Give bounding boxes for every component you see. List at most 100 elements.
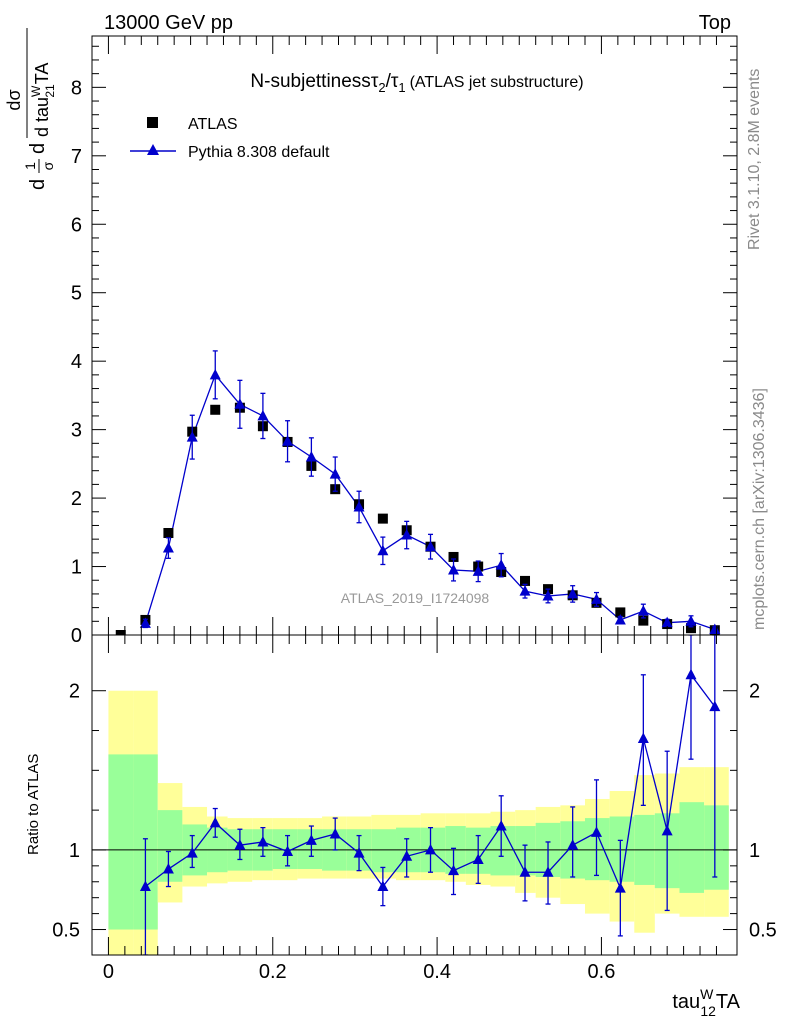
mc-point-22 (637, 605, 649, 616)
ratio-point-3 (186, 847, 198, 858)
mc-point-6 (257, 409, 269, 421)
legend: ATLAS Pythia 8.308 default (130, 116, 330, 161)
mc-point-14 (448, 563, 460, 575)
plot-title: N-subjettinessτ2/τ1 (ATLAS jet substructu… (250, 71, 583, 95)
title-sub2: 2 (378, 80, 385, 95)
data-point-24 (685, 623, 696, 634)
ratio-point-9 (329, 828, 341, 839)
ratio-point-16 (495, 820, 507, 831)
mc-point-20 (590, 593, 602, 604)
ratio-band-inner-8 (297, 829, 323, 870)
ratio-point-2 (162, 863, 174, 874)
main-y-axis-label: d 1 σ d dσ d tauW21TA (4, 28, 57, 190)
legend-data-marker (147, 117, 158, 128)
ratio-point-1 (139, 880, 151, 892)
ylabel-d-left: d (27, 179, 49, 190)
title-tau1: τ (391, 71, 399, 92)
ratio-point-24 (685, 668, 697, 680)
mc-point-7 (282, 435, 294, 446)
header-process: Top (699, 12, 731, 34)
ylabel-den-base: d tau (32, 97, 52, 137)
ylabel-numerator: dσ (4, 89, 24, 110)
mc-point-5 (234, 398, 246, 409)
mc-point-2 (162, 542, 174, 553)
rivet-version-label: Rivet 3.1.10, 2.8M events (746, 69, 763, 250)
ratio-band-inner-25 (704, 805, 729, 890)
main-ytick-label-1: 1 (71, 557, 82, 579)
ratio-band-inner-20 (584, 818, 610, 881)
mc-point-9 (329, 468, 341, 479)
ylabel-denominator: d tauW21TA (29, 63, 57, 137)
x-axis-label: tauW 12TA (672, 986, 740, 1019)
ratio-band-inner-11 (371, 829, 397, 873)
ratio-band-inner-0 (108, 754, 134, 930)
ylabel-den-sub: 21 (43, 84, 57, 98)
data-point-2 (163, 527, 174, 538)
ratio-ytick-label-right-0: 0.5 (749, 920, 777, 942)
ratio-ytick-label-left-0: 0.5 (52, 920, 80, 942)
main-ytick-label-7: 7 (71, 146, 82, 168)
ylabel-one: 1 (22, 162, 38, 170)
analysis-watermark: ATLAS_2019_I1724098 (341, 590, 490, 606)
xlabel-tail: TA (716, 991, 741, 1013)
main-ytick-label-0: 0 (71, 625, 82, 647)
title-paren: (ATLAS jet substructure) (410, 74, 584, 91)
ylabel-den-tail: TA (32, 63, 52, 85)
xlabel-base: tau (672, 991, 700, 1013)
ratio-panel-series (92, 635, 737, 955)
mcplots-label: mcplots.cern.ch [arXiv:1306.3436] (751, 388, 768, 630)
ratio-ytick-label-left-2: 2 (69, 681, 80, 703)
main-ytick-label-5: 5 (71, 283, 82, 305)
ratio-point-4 (209, 816, 221, 828)
mc-point-15 (472, 565, 484, 576)
main-ytick-label-4: 4 (71, 351, 82, 373)
ratio-ytick-label-left-1: 1 (69, 840, 80, 862)
ratio-band-inner-24 (679, 802, 705, 893)
data-point-17 (520, 575, 531, 586)
mc-point-10 (353, 500, 365, 512)
ratio-ytick-label-right-2: 2 (749, 681, 760, 703)
ratio-point-11 (377, 880, 389, 892)
mc-point-24 (685, 615, 697, 626)
mc-point-25 (709, 623, 721, 635)
mc-point-11 (377, 544, 389, 556)
ratio-point-23 (661, 824, 673, 836)
data-point-22 (638, 615, 649, 626)
main-ytick-label-3: 3 (71, 420, 82, 442)
ratio-point-21 (614, 882, 626, 893)
legend-data-label: ATLAS (188, 116, 238, 133)
ylabel-d-right: d (27, 143, 49, 154)
mc-point-18 (542, 589, 554, 601)
ratio-point-20 (590, 826, 602, 837)
data-point-0 (115, 630, 126, 635)
mc-point-8 (305, 451, 317, 462)
main-panel-series (115, 350, 721, 635)
xtick-label-0: 0 (103, 961, 114, 983)
mc-point-19 (567, 587, 579, 599)
mc-point-16 (495, 559, 507, 570)
ratio-point-7 (282, 845, 294, 857)
xlabel-sub: 12 (700, 1003, 716, 1019)
main-ytick-label-8: 8 (71, 77, 82, 99)
xtick-label-1: 0.2 (259, 961, 287, 983)
mc-point-1 (139, 617, 151, 628)
ratio-point-10 (353, 847, 365, 858)
xlabel-sup: W (700, 986, 714, 1002)
mc-point-3 (186, 431, 198, 442)
title-main: N-subjettiness (250, 71, 370, 92)
xtick-label-3: 0.6 (588, 961, 616, 983)
mc-point-12 (401, 529, 413, 540)
legend-mc-marker (147, 144, 159, 155)
ratio-y-axis-label: Ratio to ATLAS (25, 754, 42, 855)
ratio-point-8 (305, 834, 317, 845)
title-sub1: 1 (398, 80, 405, 95)
ratio-band-inner-16 (490, 826, 516, 876)
ratio-uncertainty-bands (108, 690, 729, 955)
ratio-point-22 (637, 732, 649, 743)
ratio-point-13 (425, 843, 437, 855)
ylabel-den-sup: W (29, 85, 43, 97)
ratio-point-15 (472, 853, 484, 864)
title-slash: / (386, 71, 392, 92)
ratio-ytick-label-right-1: 1 (749, 840, 760, 862)
ratio-point-19 (567, 839, 579, 850)
